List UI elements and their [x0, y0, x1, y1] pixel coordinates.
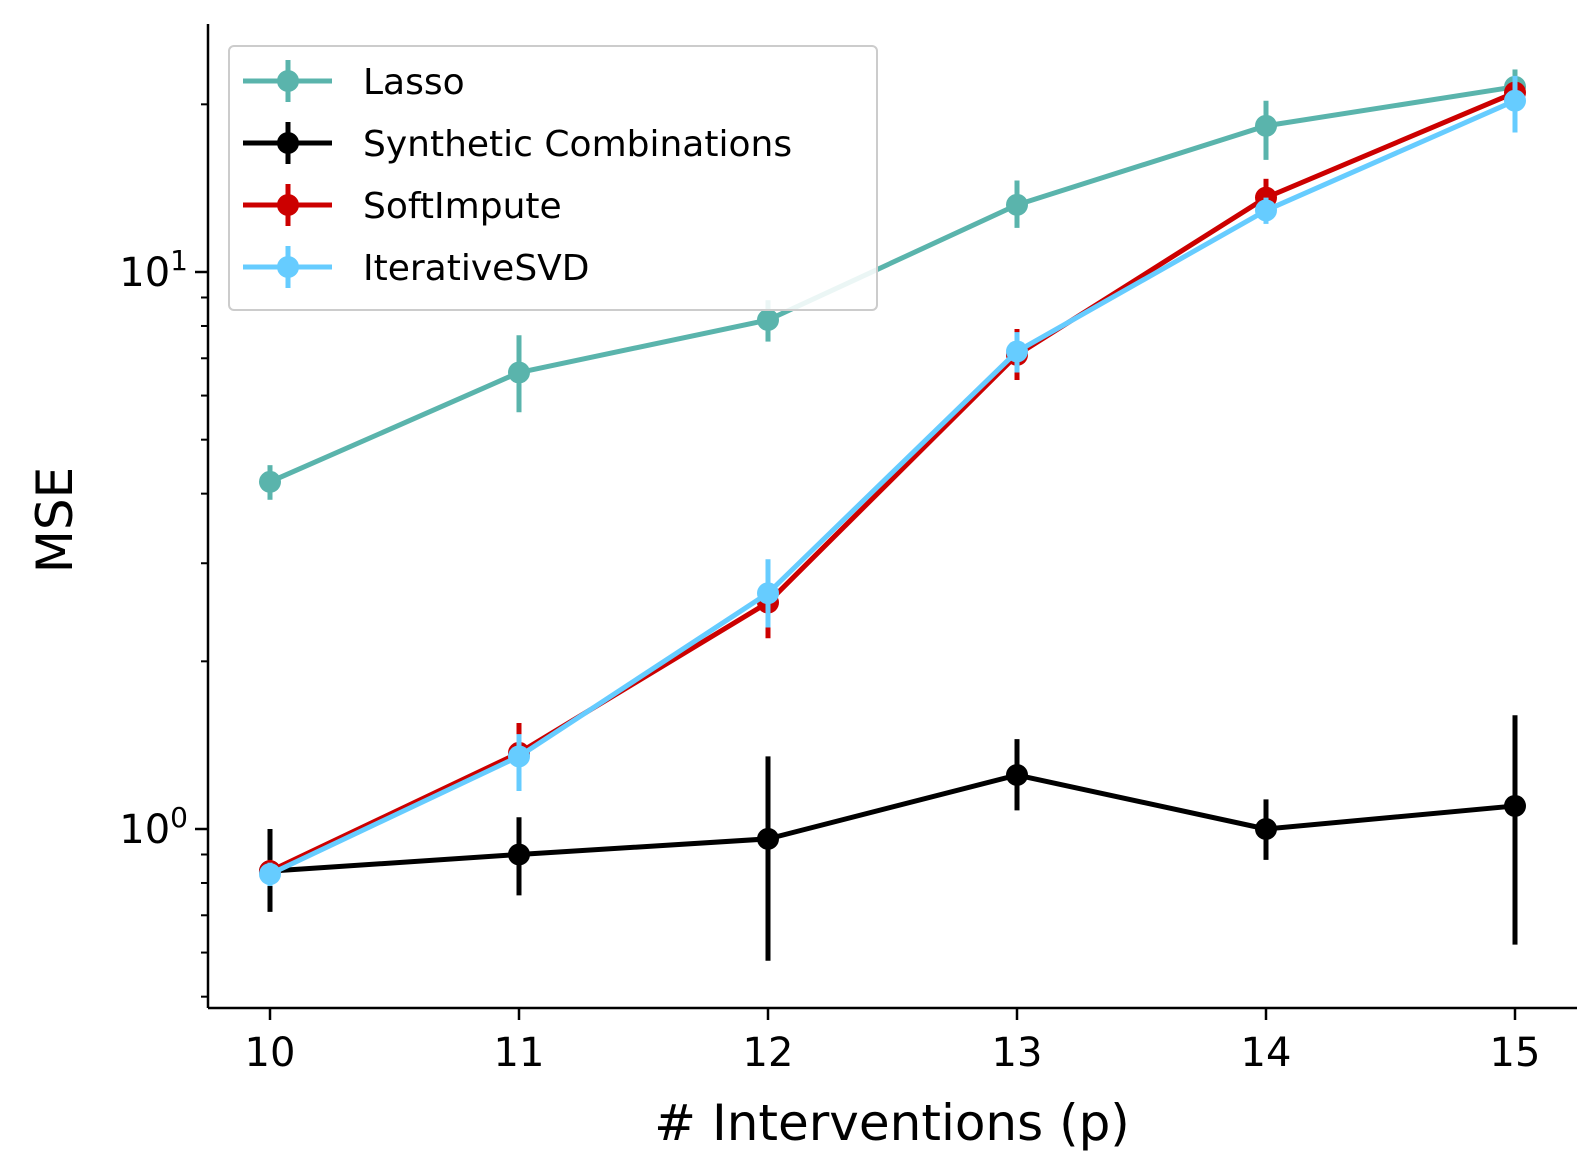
data-point	[757, 827, 779, 850]
series-lasso	[259, 69, 1526, 500]
series-line	[268, 98, 1517, 877]
legend: Lasso Synthetic Combinations SoftImpute Ite…	[228, 45, 878, 311]
plot-area	[259, 69, 1526, 961]
legend-entries: Lasso Synthetic Combinations SoftImpute Ite…	[243, 60, 792, 289]
data-point	[1255, 818, 1277, 840]
legend-frame	[228, 45, 878, 311]
series-iterativesvd	[259, 75, 1526, 887]
series-synthetic-combinations	[259, 715, 1526, 961]
y-axis-title: MSE	[26, 467, 84, 573]
legend-entry-lasso: Lasso	[243, 60, 465, 103]
data-point	[1006, 340, 1028, 363]
data-point	[259, 470, 281, 493]
series-line	[269, 772, 1516, 874]
legend-entry-iterativesvd: IterativeSVD	[243, 246, 590, 289]
x-axis-title: # Interventions (p)	[654, 1094, 1130, 1152]
series-line	[268, 90, 1516, 874]
data-point	[1255, 199, 1277, 222]
data-point	[1006, 193, 1028, 216]
legend-entry-softimpute: SoftImpute	[243, 184, 562, 227]
data-point	[1504, 89, 1526, 112]
series-line	[268, 84, 1516, 485]
data-point	[757, 582, 779, 605]
x-tick-label: 14	[1241, 1030, 1292, 1076]
y-axis-ticks: 100 101	[119, 103, 208, 998]
data-point	[508, 361, 530, 384]
data-point	[1255, 114, 1277, 137]
data-point	[259, 863, 281, 886]
data-point	[508, 843, 530, 866]
x-tick-label: 11	[494, 1030, 545, 1076]
data-point	[508, 745, 530, 768]
x-tick-label: 15	[1490, 1030, 1541, 1076]
legend-label: Synthetic Combinations	[363, 124, 792, 165]
legend-swatch-marker	[277, 70, 299, 92]
x-axis-ticks: 10 11 12 13 14 15	[245, 1008, 1541, 1076]
x-tick-label: 13	[992, 1030, 1043, 1076]
legend-swatch-marker	[277, 256, 299, 278]
y-tick-label: 100	[119, 801, 188, 853]
x-tick-label: 10	[245, 1030, 296, 1076]
legend-label: SoftImpute	[363, 186, 562, 227]
x-tick-label: 12	[743, 1030, 794, 1076]
data-point	[1504, 794, 1526, 817]
legend-label: IterativeSVD	[363, 248, 590, 289]
legend-entry-synthetic-combinations: Synthetic Combinations	[243, 122, 792, 165]
legend-swatch-marker	[277, 194, 299, 216]
legend-swatch-marker	[277, 132, 299, 154]
legend-label: Lasso	[363, 62, 465, 103]
data-point	[757, 309, 779, 332]
y-tick-label: 101	[119, 244, 188, 296]
data-point	[1006, 764, 1028, 787]
